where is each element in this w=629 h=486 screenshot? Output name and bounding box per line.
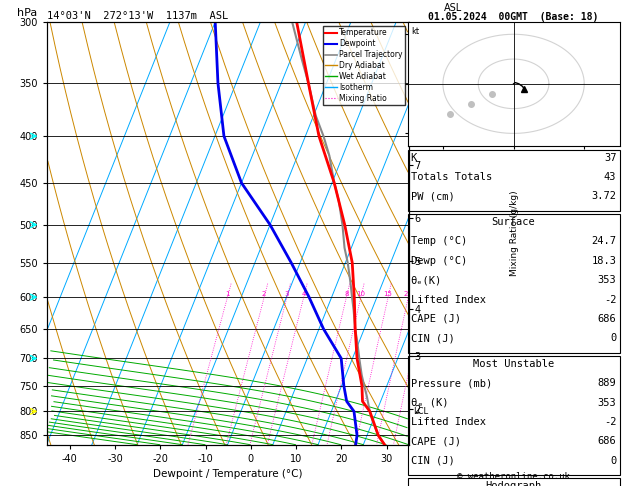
Text: 0: 0 [610,456,616,466]
Text: CAPE (J): CAPE (J) [411,436,460,447]
Text: PW (cm): PW (cm) [411,191,455,202]
Text: Pressure (mb): Pressure (mb) [411,378,492,388]
Text: θₑ (K): θₑ (K) [411,398,448,408]
Text: 4: 4 [301,291,306,297]
Text: 43: 43 [604,172,616,182]
Text: 24.7: 24.7 [591,236,616,246]
Text: 3.72: 3.72 [591,191,616,202]
Text: 15: 15 [384,291,392,297]
Text: Totals Totals: Totals Totals [411,172,492,182]
Text: Lifted Index: Lifted Index [411,295,486,305]
Text: 20: 20 [404,291,413,297]
Y-axis label: km
ASL: km ASL [443,0,462,14]
Text: 10: 10 [357,291,365,297]
X-axis label: Dewpoint / Temperature (°C): Dewpoint / Temperature (°C) [153,469,303,479]
Text: K: K [411,153,417,163]
Text: 14°03'N  272°13'W  1137m  ASL: 14°03'N 272°13'W 1137m ASL [47,11,228,21]
Text: CIN (J): CIN (J) [411,333,455,344]
Text: Dewp (°C): Dewp (°C) [411,256,467,266]
Text: 0: 0 [610,333,616,344]
Text: Most Unstable: Most Unstable [473,359,554,369]
Text: 01.05.2024  00GMT  (Base: 18): 01.05.2024 00GMT (Base: 18) [428,12,599,22]
Text: 1: 1 [225,291,230,297]
Text: 353: 353 [598,275,616,285]
Text: kt: kt [411,27,420,36]
Text: 8: 8 [344,291,348,297]
Text: Temp (°C): Temp (°C) [411,236,467,246]
Text: Hodograph: Hodograph [486,481,542,486]
Text: 18.3: 18.3 [591,256,616,266]
Y-axis label: hPa: hPa [17,8,37,17]
Text: 889: 889 [598,378,616,388]
Text: Lifted Index: Lifted Index [411,417,486,427]
Legend: Temperature, Dewpoint, Parcel Trajectory, Dry Adiabat, Wet Adiabat, Isotherm, Mi: Temperature, Dewpoint, Parcel Trajectory… [323,26,405,105]
Text: 3: 3 [285,291,289,297]
Text: -2: -2 [604,417,616,427]
Text: 686: 686 [598,314,616,324]
Text: 686: 686 [598,436,616,447]
Text: CIN (J): CIN (J) [411,456,455,466]
Text: Mixing Ratio (g/kg): Mixing Ratio (g/kg) [511,191,520,276]
Text: © weatheronline.co.uk: © weatheronline.co.uk [457,472,570,481]
Text: -2: -2 [604,295,616,305]
Text: 353: 353 [598,398,616,408]
Text: LCL: LCL [413,407,428,416]
Text: 37: 37 [604,153,616,163]
Text: 2: 2 [262,291,266,297]
Text: CAPE (J): CAPE (J) [411,314,460,324]
Text: Surface: Surface [492,217,535,227]
Text: θₑ(K): θₑ(K) [411,275,442,285]
